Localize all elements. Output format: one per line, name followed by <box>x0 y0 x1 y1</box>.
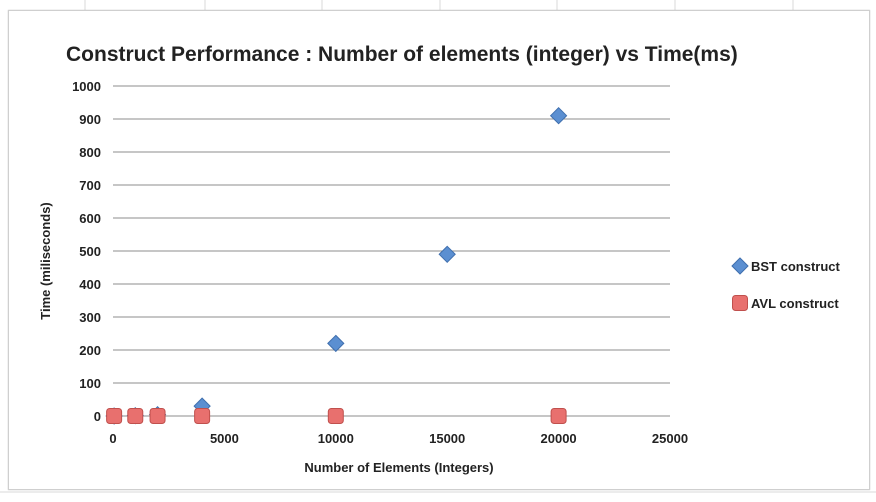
x-axis-label: Number of Elements (Integers) <box>304 460 493 475</box>
chart-area[interactable]: Construct Performance : Number of elemen… <box>8 10 870 490</box>
y-tick-label: 600 <box>79 211 101 226</box>
avl-data-point <box>327 408 344 424</box>
y-tick-label: 200 <box>79 343 101 358</box>
x-tick-label: 15000 <box>429 431 465 446</box>
legend-label-2: AVL construct <box>751 296 839 311</box>
y-tick-label: 700 <box>79 178 101 193</box>
y-tick-labels: 0 100 200 300 400 500 600 700 800 900 1000 <box>72 79 101 424</box>
avl-data-point <box>149 408 166 424</box>
bst-data-point <box>438 245 456 264</box>
legend-marker-2 <box>732 295 748 311</box>
y-tick-label: 1000 <box>72 79 101 94</box>
y-tick-label: 900 <box>79 112 101 127</box>
y-tick-label: 100 <box>79 376 101 391</box>
x-tick-label: 0 <box>109 431 116 446</box>
series-1-points <box>105 106 568 425</box>
legend-label-1: BST construct <box>751 259 841 274</box>
y-axis-label: Time (miliseconds) <box>38 202 53 320</box>
series-2-points <box>106 408 567 424</box>
x-tick-labels: 0 5000 10000 15000 20000 25000 <box>109 431 688 446</box>
chart-title: Construct Performance : Number of elemen… <box>66 43 738 66</box>
y-tick-label: 500 <box>79 244 101 259</box>
avl-data-point <box>106 408 123 424</box>
y-tick-label: 800 <box>79 145 101 160</box>
x-tick-label: 5000 <box>210 431 239 446</box>
avl-data-point <box>127 408 144 424</box>
y-tick-label: 400 <box>79 277 101 292</box>
bst-data-point <box>549 106 568 125</box>
legend-marker-1 <box>731 257 749 275</box>
data-points <box>105 106 568 425</box>
avl-data-point <box>550 408 567 424</box>
x-tick-label: 25000 <box>652 431 688 446</box>
gridlines <box>113 85 670 417</box>
x-tick-label: 10000 <box>318 431 354 446</box>
scatter-chart: Construct Performance : Number of elemen… <box>38 43 841 475</box>
y-tick-label: 0 <box>94 409 101 424</box>
x-tick-label: 20000 <box>541 431 577 446</box>
bst-data-point <box>327 334 345 353</box>
avl-data-point <box>194 408 211 424</box>
y-tick-label: 300 <box>79 310 101 325</box>
legend: BST construct AVL construct <box>731 257 841 311</box>
